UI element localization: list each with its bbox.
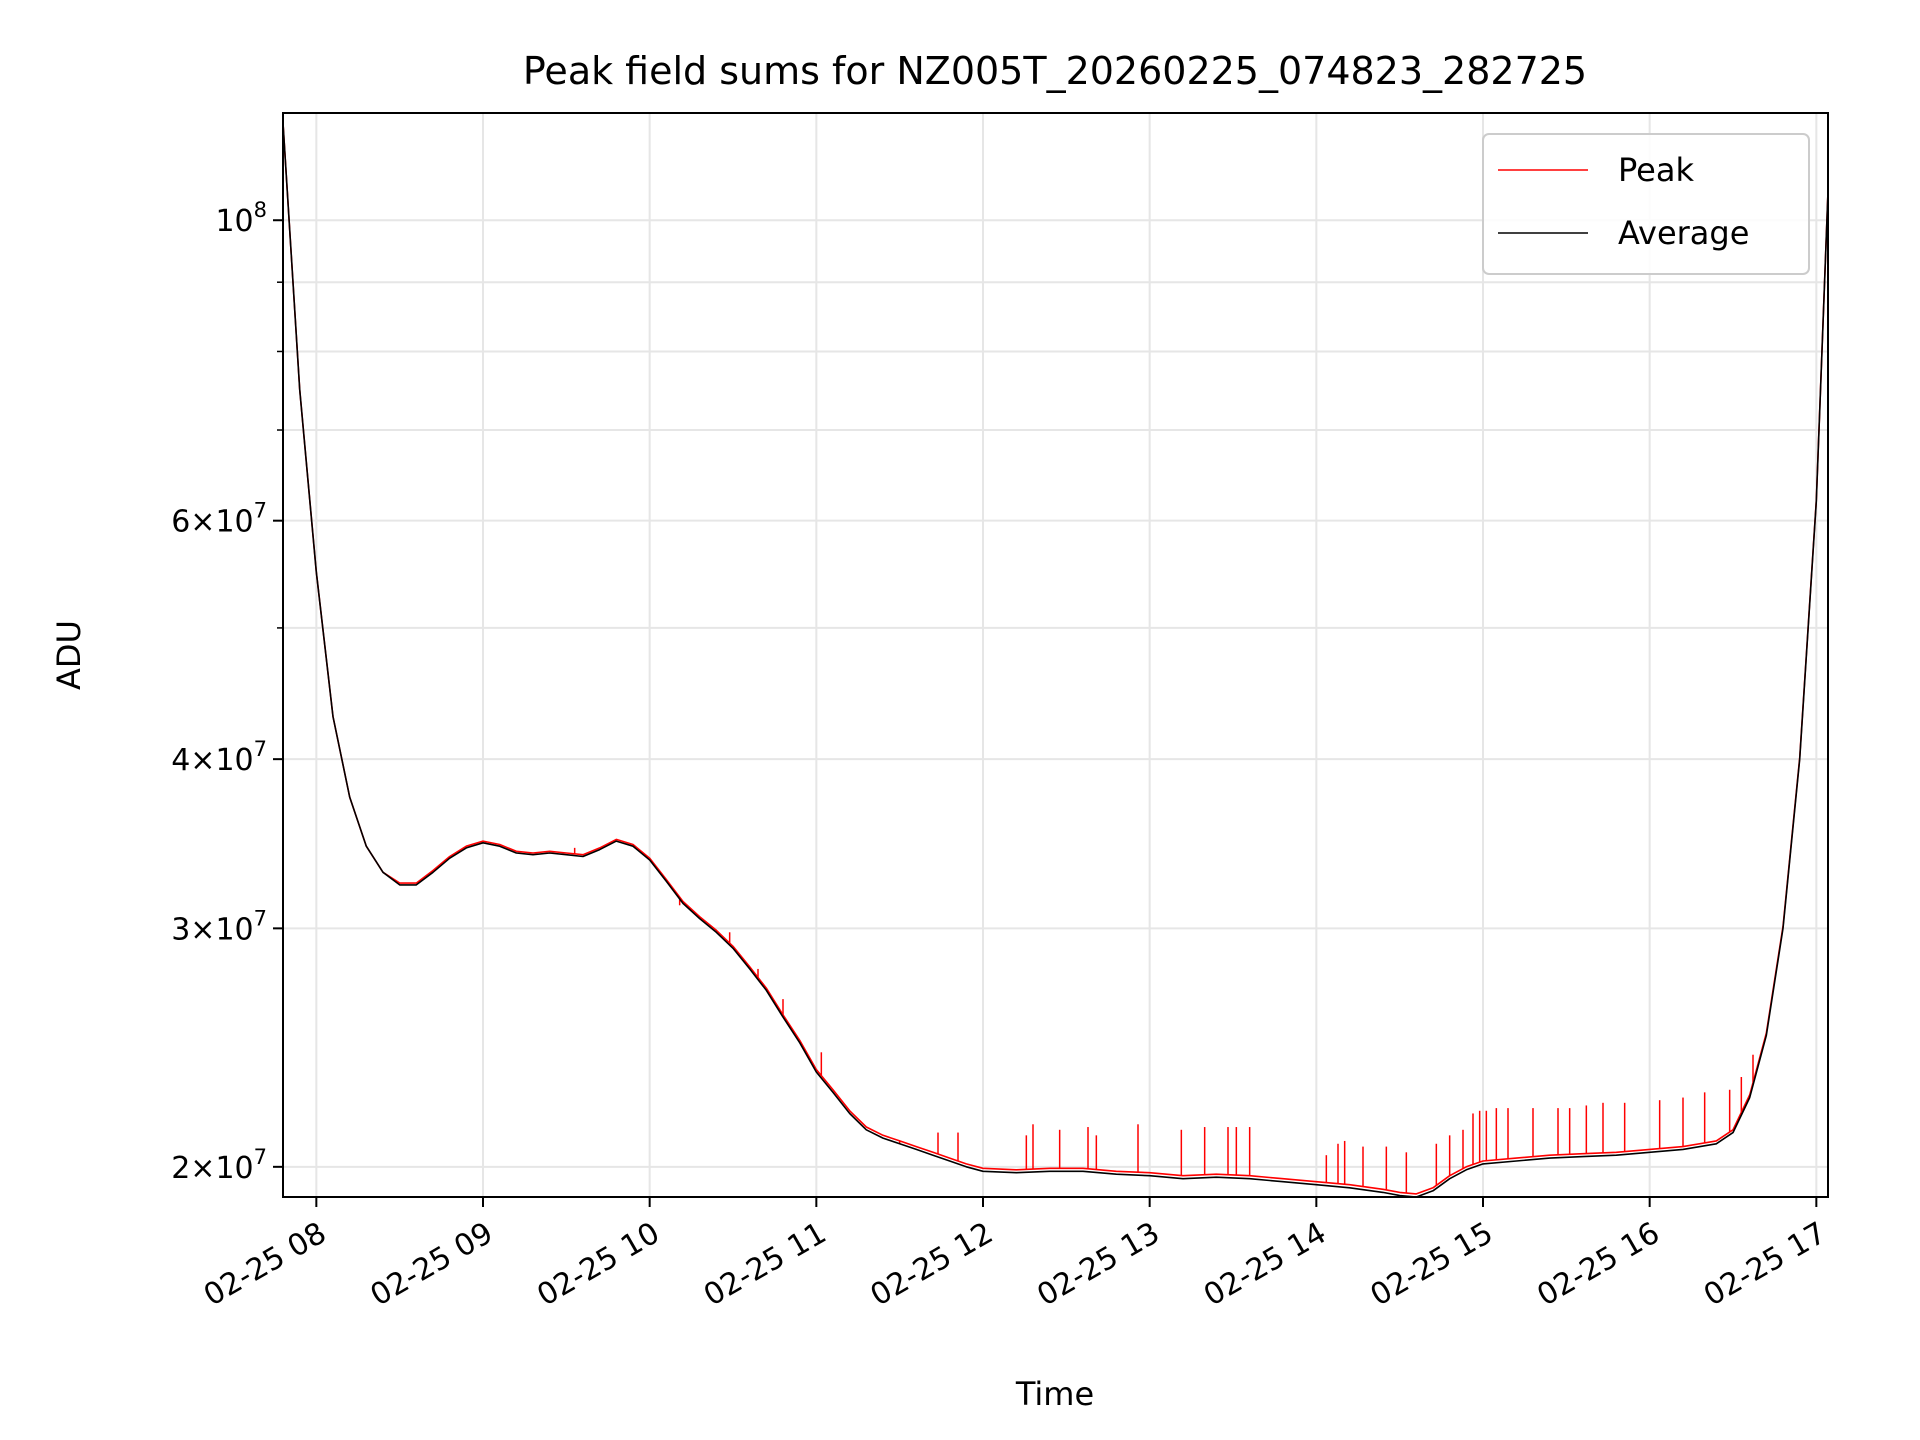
legend: Peak Average: [1482, 133, 1810, 275]
y-tick-label: 108: [215, 198, 267, 239]
y-axis-label: ADU: [50, 620, 88, 690]
y-tick-label: 6×107: [171, 499, 267, 540]
y-tick-base: 10: [215, 912, 253, 947]
x-axis-label: Time: [1015, 1375, 1094, 1413]
y-tick-exponent: 7: [254, 499, 267, 523]
y-tick-mantissa: 2×: [171, 1151, 215, 1186]
plot-frame: [282, 112, 1829, 1198]
y-tick-base: 10: [215, 505, 253, 540]
chart-title: Peak field sums for NZ005T_20260225_0748…: [523, 49, 1587, 93]
legend-label-average: Average: [1618, 214, 1749, 252]
y-tick-label: 3×107: [171, 906, 267, 947]
y-tick-label: 2×107: [171, 1145, 267, 1186]
legend-box: [1482, 133, 1810, 275]
legend-label-peak: Peak: [1618, 151, 1694, 189]
y-tick-label: 4×107: [171, 737, 267, 778]
y-tick-exponent: 7: [254, 737, 267, 761]
y-tick-mantissa: 6×: [171, 505, 215, 540]
y-tick-mantissa: 3×: [171, 912, 215, 947]
y-tick-exponent: 8: [254, 198, 267, 222]
y-tick-exponent: 7: [254, 1145, 267, 1169]
series-layer: [282, 122, 1829, 1198]
y-tick-base: 10: [215, 204, 253, 239]
y-tick-mantissa: 4×: [171, 743, 215, 778]
peak-series-line: [282, 122, 1829, 1195]
y-tick-exponent: 7: [254, 906, 267, 930]
grid-layer: [283, 113, 1828, 1197]
y-tick-base: 10: [215, 1151, 253, 1186]
y-tick-base: 10: [215, 743, 253, 778]
average-series-line: [282, 122, 1829, 1198]
